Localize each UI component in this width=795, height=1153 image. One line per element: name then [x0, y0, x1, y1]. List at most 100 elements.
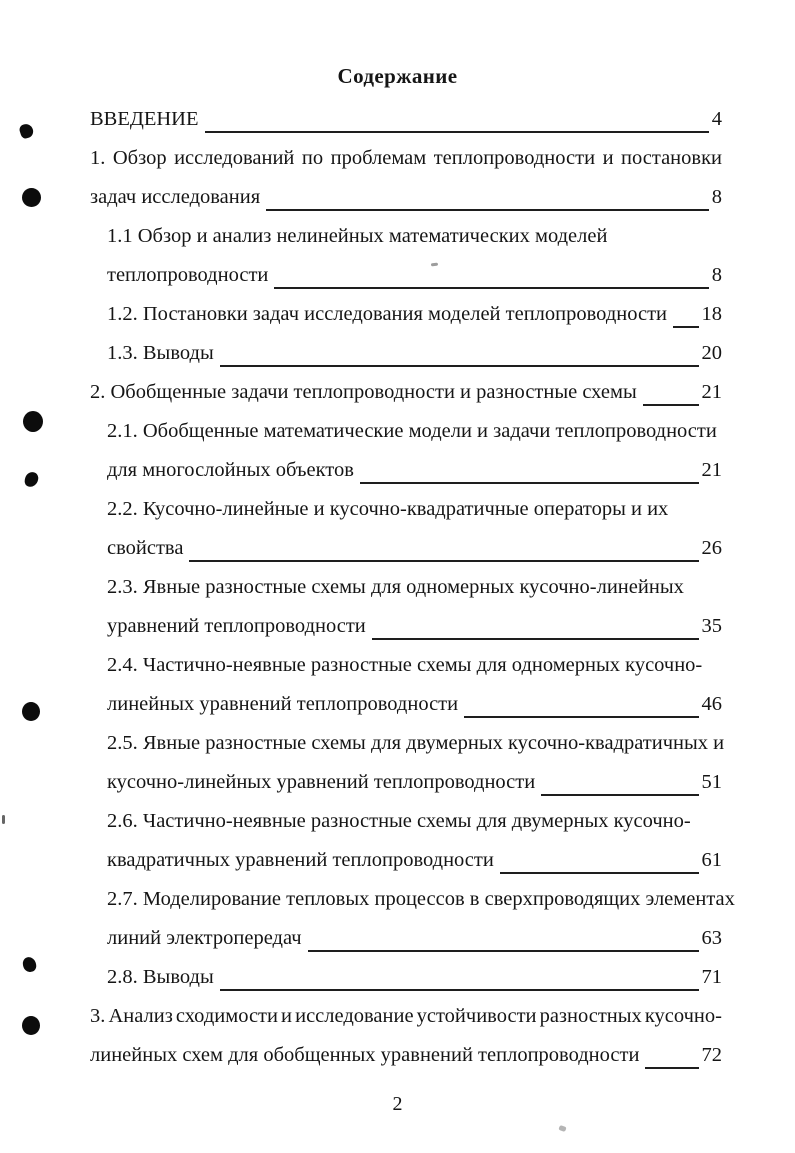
ink-speck-artifact [23, 470, 40, 489]
ink-dot-artifact [22, 1016, 40, 1035]
toc-leader-line [359, 451, 699, 484]
toc-entry-text-line: 2.7. Моделирование тепловых процессов в … [107, 888, 735, 910]
toc-entry-text: свойства [107, 537, 184, 559]
toc-word: кусочно- [644, 1005, 722, 1027]
toc-entry-row: 2. Обобщенные задачи теплопроводности и … [90, 373, 722, 412]
toc-entry-text-line: 2.3. Явные разностные схемы для одномерн… [107, 576, 684, 598]
toc-entry-row: квадратичных уравнений теплопроводности 6… [107, 841, 722, 880]
toc-entry-text-line: 2.2. Кусочно-линейные и кусочно-квадрати… [107, 498, 669, 520]
toc-page-number: 35 [701, 615, 723, 637]
toc-page-number: 71 [701, 966, 723, 988]
toc-word: сходимости [175, 1005, 278, 1027]
toc-leader-line [219, 958, 699, 991]
toc-entry: 2.1. Обобщенные математические модели и … [90, 412, 722, 490]
toc-entry-text-line: 2.1. Обобщенные математические модели и … [107, 420, 717, 442]
toc-word: и [602, 147, 614, 169]
toc-entry-row: задач исследования 8 [90, 178, 722, 217]
toc-word: постановки [621, 147, 722, 169]
toc-entry-text: линейных уравнений теплопроводности [107, 693, 459, 715]
toc-entry-text: 1.2. Постановки задач исследования модел… [107, 303, 668, 325]
page-title: Содержание [337, 64, 458, 88]
toc-page-number: 20 [701, 342, 723, 364]
toc-word: устойчивости [416, 1005, 537, 1027]
toc-leader-line [464, 685, 699, 718]
toc-entry-text: 2. Обобщенные задачи теплопроводности и … [90, 381, 637, 403]
toc-entry-text: задач исследования [90, 186, 261, 208]
toc-word: по [301, 147, 324, 169]
toc-page-number: 8 [711, 264, 722, 286]
toc-entry-text-line: 3. Анализ сходимости и исследование устойчиво… [90, 997, 722, 1036]
toc-word: проблемам [330, 147, 427, 169]
toc-leader-line [673, 295, 699, 328]
toc-entry: 1.2. Постановки задач исследования модел… [90, 295, 722, 334]
toc-entry-text: ВВЕДЕНИЕ [90, 108, 199, 130]
toc-entry-row: теплопроводности 8 [107, 256, 722, 295]
footer-page-number: 2 [392, 1093, 403, 1115]
toc-entry: 1.1 Обзор и анализ нелинейных математиче… [90, 217, 722, 295]
toc-page-number: 63 [701, 927, 723, 949]
toc-entry-row: 1.2. Постановки задач исследования модел… [107, 295, 722, 334]
toc-word: разностных [539, 1005, 642, 1027]
toc-entry: 2.8. Выводы 71 [90, 958, 722, 997]
ink-dot-artifact [22, 702, 40, 721]
toc-entry-text: 1.3. Выводы [107, 342, 214, 364]
toc-word: Анализ [108, 1005, 173, 1027]
toc-leader-line [219, 334, 699, 367]
toc-entry-text: линейных схем для обобщенных уравнений т… [90, 1044, 640, 1066]
toc-page-number: 21 [701, 381, 723, 403]
toc-entry: 2.5. Явные разностные схемы для двумерны… [90, 724, 725, 802]
toc-leader-line [371, 607, 699, 640]
toc-entry-text-line: 2.5. Явные разностные схемы для двумерны… [107, 732, 725, 754]
ink-dot-artifact [23, 411, 43, 432]
toc-page-number: 26 [701, 537, 723, 559]
toc-word: Обзор [112, 147, 167, 169]
toc-entry-text: кусочно-линейных уравнений теплопроводно… [107, 771, 536, 793]
toc-leader-line [274, 256, 709, 289]
toc-entry-text: для многослойных объектов [107, 459, 354, 481]
toc-page-number: 72 [701, 1044, 723, 1066]
toc-entry: 2. Обобщенные задачи теплопроводности и … [90, 373, 722, 412]
toc-leader-line [541, 763, 699, 796]
toc-leader-line [266, 178, 709, 211]
toc-entry-text-line: 1.1 Обзор и анализ нелинейных математиче… [107, 225, 608, 247]
toc-leader-line [204, 100, 709, 133]
toc-leader-line [189, 529, 699, 562]
toc-word: 1. [90, 147, 106, 169]
toc-entry-text: теплопроводности [107, 264, 269, 286]
toc-entry-text-line: 1. Обзор исследований по проблемам теплопрово… [90, 139, 722, 178]
toc-entry-row: 1.3. Выводы 20 [107, 334, 722, 373]
toc-word: и [281, 1005, 293, 1027]
toc-entry-row: для многослойных объектов 21 [107, 451, 722, 490]
toc-page-number: 8 [711, 186, 722, 208]
scan-speck-artifact [558, 1124, 567, 1133]
toc-word: исследование [295, 1005, 414, 1027]
scan-tick-artifact [2, 815, 5, 824]
toc-page-number: 51 [701, 771, 723, 793]
toc-leader-line [499, 841, 699, 874]
toc-leader-line [642, 373, 699, 406]
toc-page-number: 46 [701, 693, 723, 715]
toc-leader-line [645, 1036, 699, 1069]
toc-word: теплопроводности [433, 147, 596, 169]
toc-entry: ВВЕДЕНИЕ 4 [90, 100, 722, 139]
toc-entry-row: линий электропередач 63 [107, 919, 722, 958]
toc-entry-row: линейных уравнений теплопроводности 46 [107, 685, 722, 724]
ink-speck-artifact [21, 955, 38, 974]
toc-page-number: 18 [701, 303, 723, 325]
toc-entry-text: квадратичных уравнений теплопроводности [107, 849, 494, 871]
toc-entry: 1.3. Выводы 20 [90, 334, 722, 373]
toc-list: ВВЕДЕНИЕ 4 1. Обзор исследований по проблемам т… [90, 100, 735, 1075]
toc-word: 3. [90, 1005, 106, 1027]
toc-entry-row: 2.8. Выводы 71 [107, 958, 722, 997]
toc-entry-row: кусочно-линейных уравнений теплопроводно… [107, 763, 722, 802]
toc-word: исследований [174, 147, 295, 169]
ink-speck-artifact [18, 122, 35, 140]
toc-entry: 1. Обзор исследований по проблемам теплопрово… [90, 139, 722, 217]
toc-entry-row: свойства 26 [107, 529, 722, 568]
toc-entry-row: уравнений теплопроводности 35 [107, 607, 722, 646]
toc-entry: 2.2. Кусочно-линейные и кусочно-квадрати… [90, 490, 722, 568]
toc-entry-text: 2.8. Выводы [107, 966, 214, 988]
toc-entry: 3. Анализ сходимости и исследование устойчиво… [90, 997, 722, 1075]
toc-page-number: 21 [701, 459, 723, 481]
